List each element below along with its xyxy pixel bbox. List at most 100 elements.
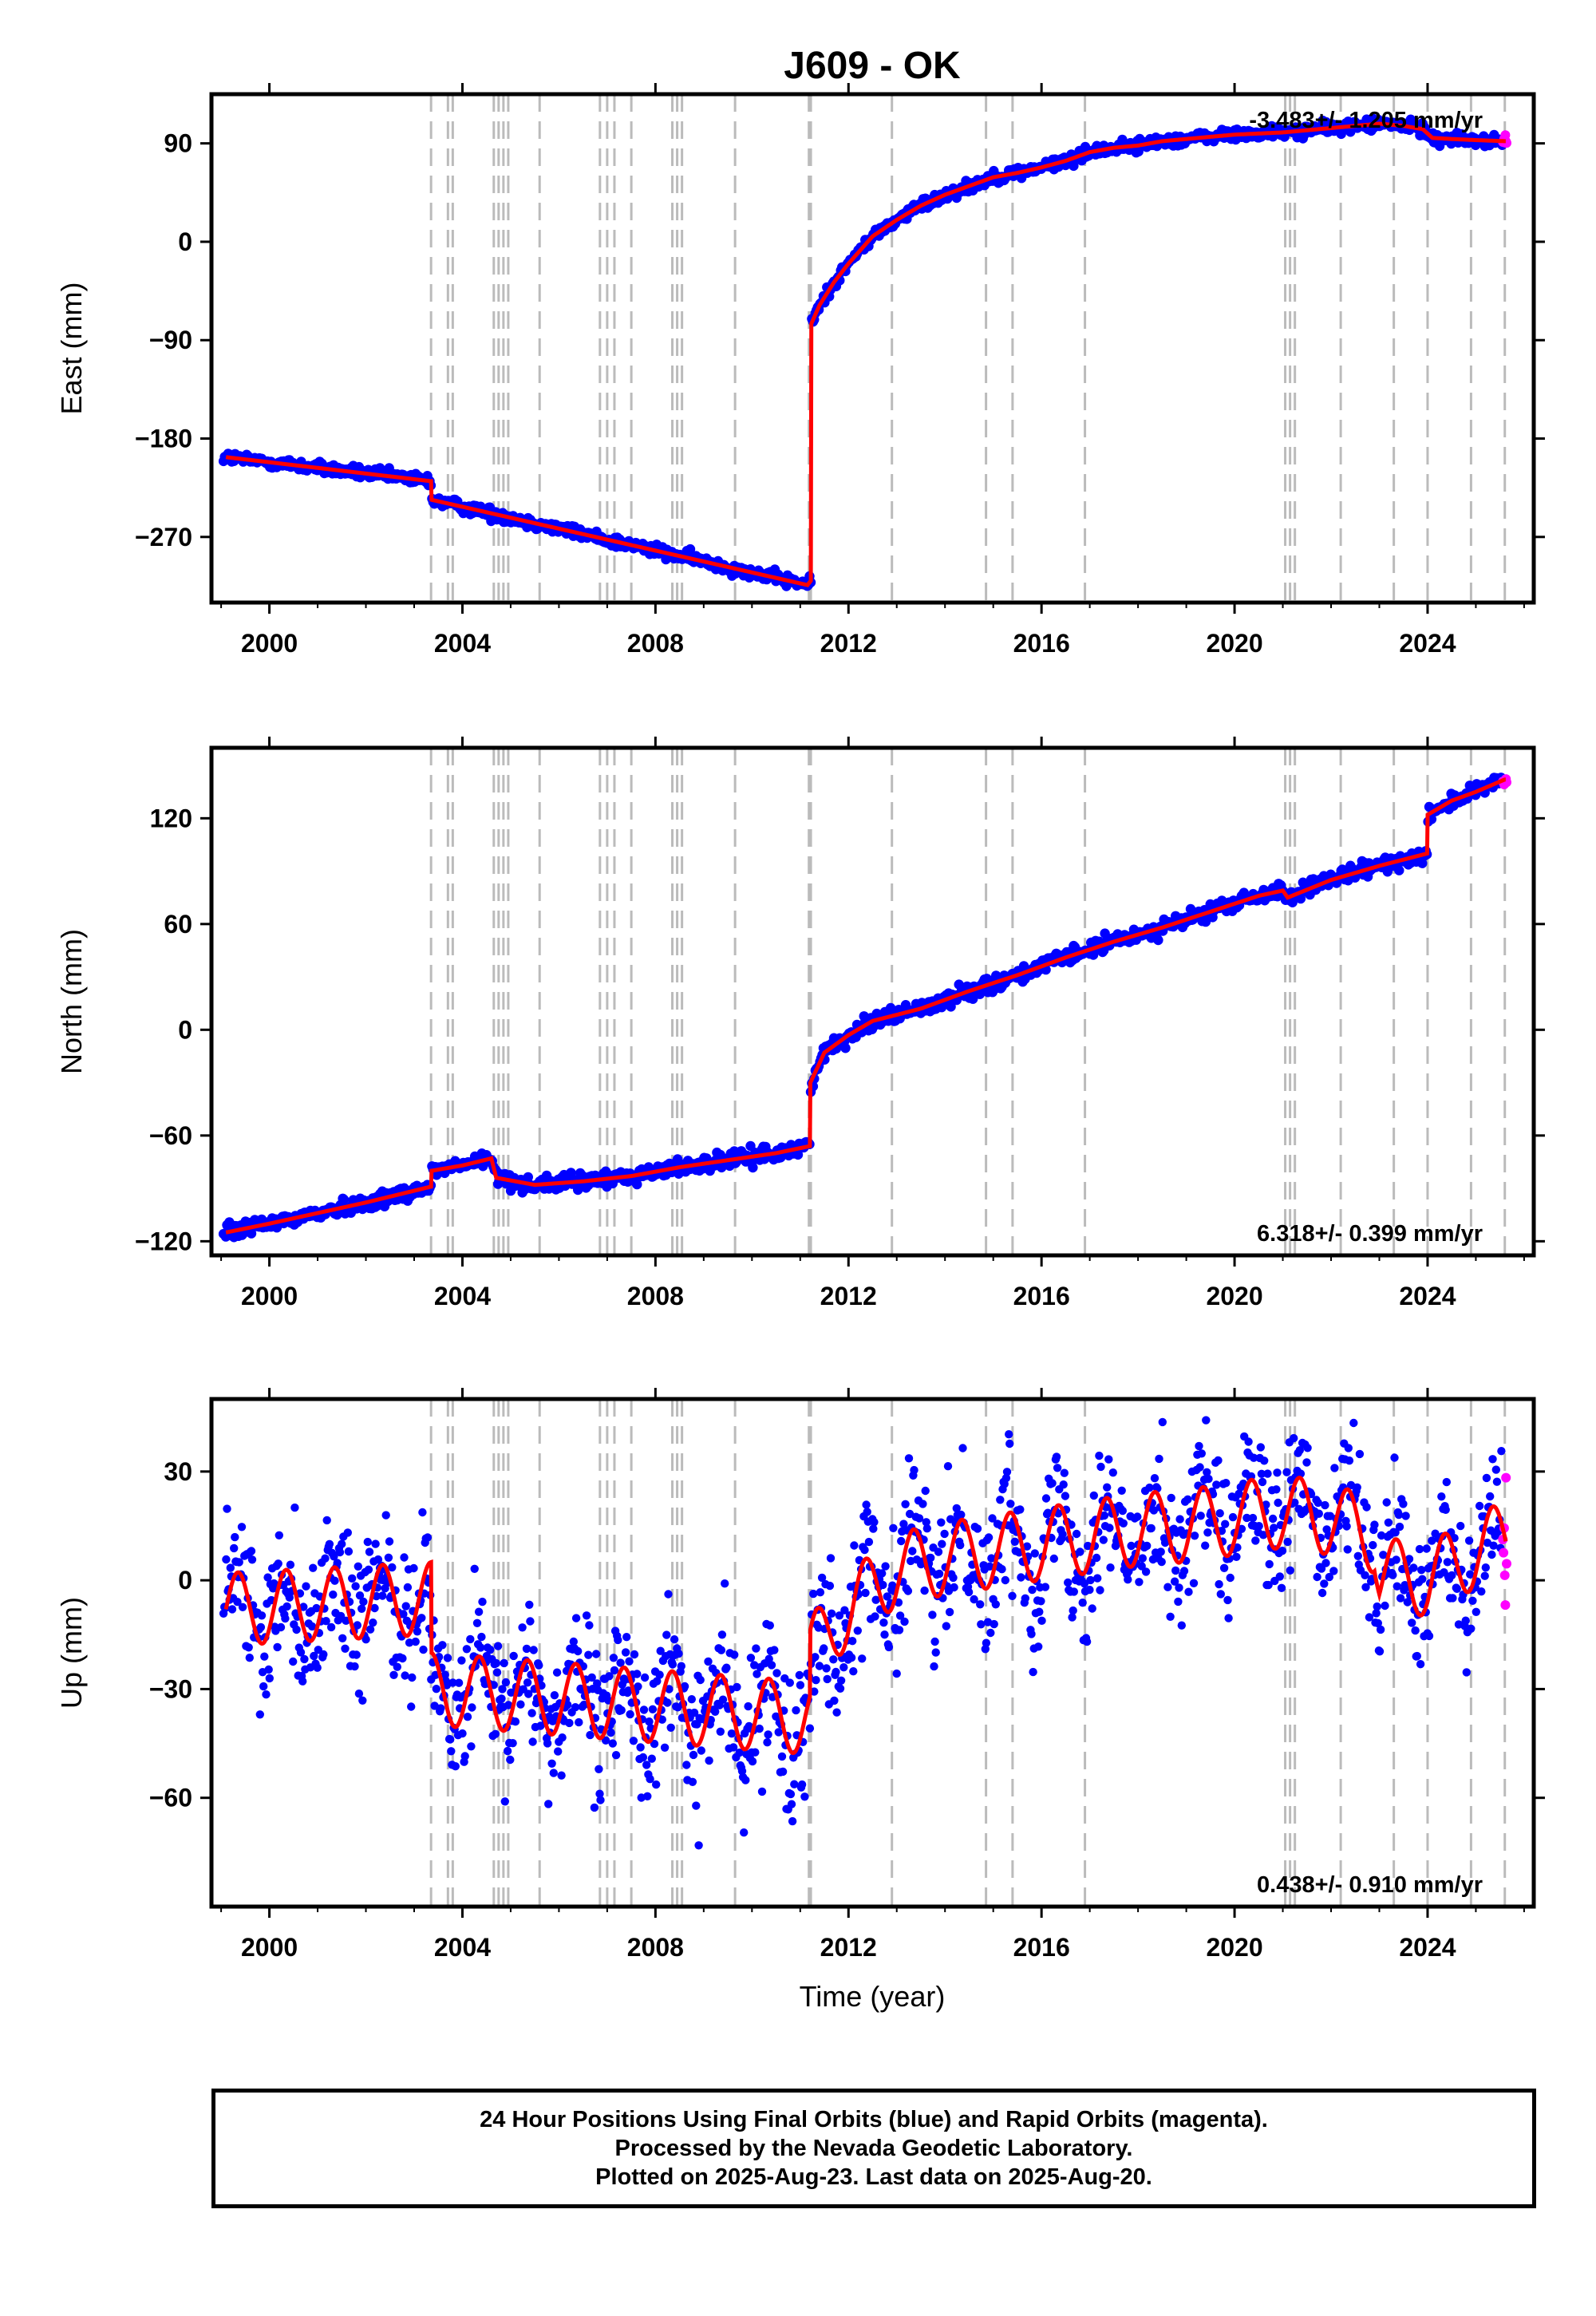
- data-point: [1488, 1455, 1497, 1464]
- data-point: [788, 1816, 797, 1826]
- data-point: [744, 1701, 753, 1711]
- data-point: [1361, 1571, 1369, 1580]
- data-point: [353, 1621, 361, 1630]
- data-point: [1372, 1609, 1381, 1618]
- data-point: [616, 1658, 625, 1667]
- data-point: [1005, 1439, 1014, 1448]
- data-point: [335, 1547, 345, 1557]
- data-point: [454, 1678, 464, 1687]
- data-point: [630, 1650, 639, 1659]
- data-point: [585, 1621, 594, 1630]
- data-point: [822, 1664, 831, 1673]
- data-point: [1303, 1444, 1312, 1452]
- data-point: [990, 1619, 998, 1629]
- data-point: [1480, 1571, 1489, 1580]
- data-point: [378, 1591, 387, 1600]
- data-point: [863, 1508, 871, 1516]
- data-point: [904, 1454, 914, 1463]
- data-point: [767, 1661, 776, 1670]
- y-tick-label: −120: [135, 1227, 192, 1255]
- data-point: [1203, 1468, 1211, 1477]
- data-point: [626, 1709, 634, 1719]
- data-point: [274, 1559, 282, 1568]
- data-point: [1060, 1468, 1069, 1477]
- data-point: [359, 1597, 368, 1607]
- data-point: [1292, 1384, 1300, 1392]
- x-tick-label: 2008: [627, 1282, 684, 1310]
- data-point: [1096, 1462, 1105, 1472]
- data-point: [443, 1654, 452, 1662]
- data-point: [1313, 1572, 1321, 1582]
- data-point: [931, 1648, 940, 1657]
- data-point: [528, 1737, 537, 1746]
- data-point: [869, 1524, 878, 1533]
- data-point: [810, 1687, 819, 1696]
- data-point: [569, 1637, 578, 1646]
- data-point: [633, 1670, 642, 1678]
- data-point: [586, 1730, 595, 1740]
- data-point: [645, 1717, 654, 1726]
- data-point: [1203, 1528, 1212, 1537]
- data-point: [976, 1600, 985, 1609]
- data-point: [1365, 1613, 1374, 1622]
- data-point: [408, 1673, 417, 1682]
- data-point: [554, 1747, 563, 1756]
- data-point: [741, 1776, 750, 1784]
- data-point: [1037, 1616, 1046, 1626]
- data-point: [605, 1672, 614, 1681]
- data-point: [1481, 1563, 1491, 1572]
- data-point: [1329, 1567, 1338, 1575]
- data-point: [823, 1674, 832, 1684]
- data-point: [901, 1500, 910, 1509]
- data-point: [1174, 1597, 1183, 1607]
- data-point: [247, 1555, 257, 1564]
- data-point: [636, 1743, 645, 1752]
- data-point: [595, 1765, 603, 1773]
- y-tick-label: 30: [164, 1457, 192, 1486]
- data-point: [1265, 1559, 1274, 1569]
- data-point: [705, 1756, 713, 1765]
- data-point: [746, 1654, 756, 1662]
- data-point: [1037, 1597, 1045, 1606]
- data-point: [1290, 1433, 1298, 1443]
- data-point: [1242, 1513, 1251, 1523]
- data-point: [682, 1761, 691, 1769]
- data-point: [601, 1736, 610, 1745]
- data-point: [549, 1769, 558, 1777]
- data-point: [1145, 1483, 1154, 1492]
- data-point: [1141, 1567, 1151, 1576]
- data-point: [1058, 1530, 1067, 1539]
- data-point: [1167, 1493, 1175, 1503]
- data-point: [1254, 1522, 1263, 1531]
- data-point: [350, 1662, 359, 1671]
- data-point: [752, 1644, 760, 1653]
- data-point: [526, 1617, 535, 1626]
- data-point: [899, 1520, 908, 1528]
- data-point: [518, 1623, 527, 1632]
- data-point: [1029, 1667, 1037, 1677]
- data-point: [1467, 1624, 1476, 1634]
- data-point: [503, 1746, 512, 1756]
- data-point: [1395, 1522, 1404, 1531]
- data-point: [1016, 1505, 1025, 1514]
- data-point: [1437, 1492, 1446, 1501]
- data-point: [825, 1581, 835, 1591]
- data-point: [881, 1562, 890, 1571]
- data-point: [1059, 1480, 1068, 1489]
- data-point: [338, 1634, 347, 1642]
- data-point: [663, 1698, 672, 1707]
- data-point: [688, 1777, 697, 1786]
- data-point: [384, 1553, 393, 1563]
- data-point: [772, 1669, 781, 1678]
- data-point: [504, 1701, 513, 1709]
- data-point: [223, 1504, 231, 1513]
- data-point: [1408, 1618, 1416, 1627]
- data-point: [1369, 1540, 1377, 1550]
- data-point: [302, 1582, 310, 1591]
- data-point: [1196, 1512, 1205, 1520]
- data-point: [1394, 1510, 1404, 1520]
- data-point: [1223, 1595, 1232, 1605]
- data-point: [466, 1634, 475, 1644]
- data-point: [670, 1635, 679, 1644]
- data-point: [338, 1539, 346, 1548]
